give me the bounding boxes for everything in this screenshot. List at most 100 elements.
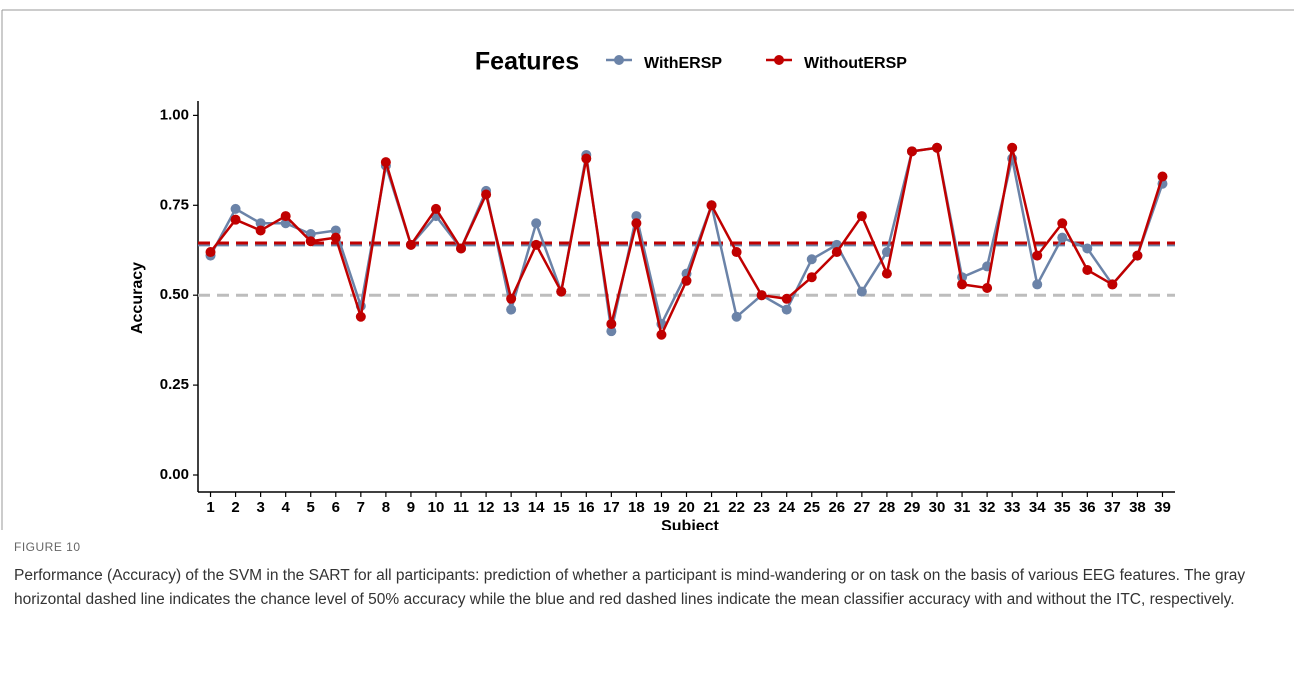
- data-point: [1057, 232, 1068, 243]
- data-point: [1082, 265, 1093, 276]
- data-point: [380, 157, 391, 168]
- x-tick-label: 33: [1004, 499, 1021, 516]
- data-point: [305, 229, 316, 240]
- x-tick-label: 7: [357, 499, 365, 516]
- data-point: [1032, 250, 1043, 261]
- y-tick-label: 0.50: [160, 286, 189, 303]
- data-point: [1107, 279, 1118, 290]
- x-tick-label: 8: [382, 499, 390, 516]
- data-point: [681, 275, 692, 286]
- data-point: [355, 311, 366, 322]
- data-point: [656, 329, 667, 340]
- x-axis-label: Subject: [661, 518, 719, 530]
- data-point: [456, 243, 467, 254]
- data-point: [330, 225, 341, 236]
- figure-label: FIGURE 10: [14, 540, 81, 554]
- x-tick-label: 4: [282, 499, 291, 516]
- chart: Features Subject Accuracy 0.00 0.25 0.50 0.…: [1, 9, 1294, 530]
- x-tick-label: 27: [854, 499, 871, 516]
- data-point: [531, 239, 542, 250]
- x-tick-label: 5: [307, 499, 315, 516]
- x-tick-label: 21: [703, 499, 720, 516]
- x-tick-label: 35: [1054, 499, 1071, 516]
- data-point: [1057, 218, 1068, 229]
- data-point: [631, 218, 642, 229]
- data-point: [1082, 243, 1093, 254]
- x-tick-label: 3: [256, 499, 264, 516]
- data-point: [581, 153, 592, 164]
- x-tick-label: 31: [954, 499, 971, 516]
- x-tick-label: 25: [803, 499, 820, 516]
- data-point: [606, 318, 617, 329]
- data-point: [982, 283, 993, 293]
- data-point: [731, 247, 742, 258]
- data-point: [330, 232, 341, 243]
- data-point: [706, 200, 717, 211]
- x-tick-label: 23: [753, 499, 770, 516]
- x-tick-label: 36: [1079, 499, 1096, 516]
- data-point: [506, 293, 517, 304]
- data-point: [430, 203, 441, 214]
- data-point: [856, 286, 867, 297]
- x-tick-label: 6: [332, 499, 340, 516]
- x-tick-label: 17: [603, 499, 620, 516]
- y-tick-label: 0.00: [160, 466, 189, 483]
- legend-marker: [614, 55, 624, 65]
- y-axis-label: Accuracy: [129, 262, 146, 334]
- data-point: [1157, 171, 1168, 182]
- x-tick-label: 19: [653, 499, 670, 516]
- data-point: [280, 218, 291, 229]
- data-point: [781, 293, 792, 304]
- x-tick-label: 11: [453, 499, 469, 516]
- x-tick-label: 22: [728, 499, 745, 516]
- x-tick-label: 20: [678, 499, 695, 516]
- x-tick-label: 38: [1129, 499, 1146, 516]
- data-point: [756, 290, 767, 301]
- x-tick-label: 24: [778, 499, 795, 516]
- x-tick-label: 16: [578, 499, 595, 516]
- data-point: [230, 203, 241, 214]
- legend-marker: [774, 55, 784, 65]
- y-tick-label: 1.00: [160, 106, 189, 123]
- data-point: [305, 236, 316, 247]
- caption: Performance (Accuracy) of the SVM in the…: [14, 567, 1246, 608]
- x-tick-label: 18: [628, 499, 645, 516]
- data-point: [631, 211, 642, 222]
- x-tick-label: 37: [1104, 499, 1121, 516]
- data-point: [405, 239, 416, 250]
- x-tick-label: 30: [929, 499, 946, 516]
- x-tick-label: 2: [231, 499, 239, 516]
- data-point: [1032, 279, 1043, 290]
- data-point: [932, 142, 943, 153]
- series-line: [209, 146, 1164, 339]
- data-point: [806, 254, 817, 265]
- x-tick-label: 29: [904, 499, 921, 516]
- x-tick-label: 15: [553, 499, 570, 516]
- data-point: [255, 218, 266, 229]
- data-point: [280, 211, 291, 222]
- x-tick-label: 34: [1029, 499, 1046, 516]
- data-point: [230, 214, 241, 225]
- x-tick-label: 26: [828, 499, 845, 516]
- data-point: [1007, 142, 1018, 153]
- y-tick-label: 0.25: [160, 376, 189, 393]
- data-point: [255, 225, 266, 236]
- data-point: [731, 311, 742, 322]
- data-point: [205, 247, 216, 258]
- x-tick-label: 12: [478, 499, 495, 516]
- legend-label: WithERSP: [644, 55, 722, 72]
- data-point: [556, 286, 567, 297]
- data-point: [531, 218, 542, 229]
- data-point: [881, 247, 892, 258]
- x-tick-label: 13: [503, 499, 520, 516]
- data-point: [806, 272, 817, 283]
- data-point: [906, 146, 917, 157]
- x-tick-label: 10: [428, 499, 445, 516]
- x-tick-label: 9: [407, 499, 415, 516]
- data-point: [881, 268, 892, 279]
- data-point: [781, 304, 792, 315]
- data-point: [481, 189, 492, 200]
- x-tick-label: 14: [528, 499, 545, 516]
- x-tick-label: 32: [979, 499, 996, 516]
